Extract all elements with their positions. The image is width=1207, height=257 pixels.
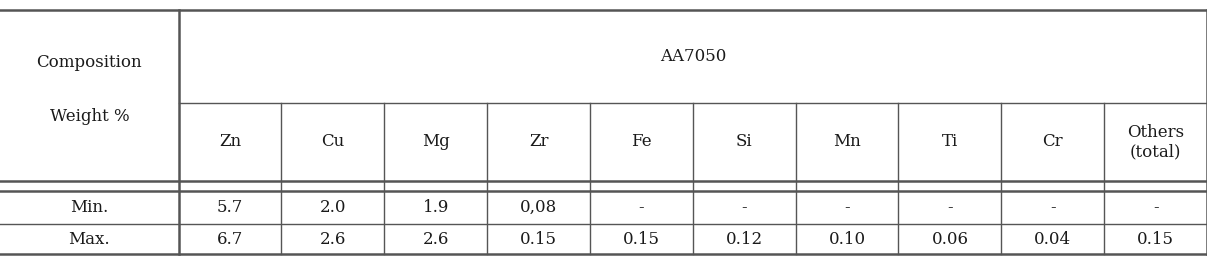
Text: Mn: Mn	[833, 133, 861, 151]
Text: Zr: Zr	[529, 133, 548, 151]
Text: Cr: Cr	[1043, 133, 1063, 151]
Text: -: -	[1153, 199, 1159, 216]
Text: 1.9: 1.9	[422, 199, 449, 216]
Text: Si: Si	[736, 133, 752, 151]
Text: 2.0: 2.0	[320, 199, 346, 216]
Text: 2.6: 2.6	[320, 231, 346, 247]
Text: 0.12: 0.12	[725, 231, 763, 247]
Text: Fe: Fe	[631, 133, 652, 151]
Text: Max.: Max.	[69, 231, 110, 247]
Text: -: -	[844, 199, 850, 216]
Text: Ti: Ti	[941, 133, 958, 151]
Text: -: -	[947, 199, 952, 216]
Text: 6.7: 6.7	[217, 231, 244, 247]
Text: Others
(total): Others (total)	[1127, 124, 1184, 160]
Text: Cu: Cu	[321, 133, 344, 151]
Text: 0.15: 0.15	[1137, 231, 1174, 247]
Text: Min.: Min.	[70, 199, 109, 216]
Text: Weight %: Weight %	[49, 108, 129, 125]
Text: 0.04: 0.04	[1034, 231, 1072, 247]
Text: -: -	[741, 199, 747, 216]
Text: Zn: Zn	[218, 133, 241, 151]
Text: 0.06: 0.06	[932, 231, 968, 247]
Text: -: -	[1050, 199, 1056, 216]
Text: 0.15: 0.15	[520, 231, 558, 247]
Text: AA7050: AA7050	[660, 48, 725, 65]
Text: 0,08: 0,08	[520, 199, 558, 216]
Text: 0.10: 0.10	[828, 231, 865, 247]
Text: 2.6: 2.6	[422, 231, 449, 247]
Text: Mg: Mg	[422, 133, 449, 151]
Text: 5.7: 5.7	[217, 199, 244, 216]
Text: -: -	[639, 199, 645, 216]
Text: Composition: Composition	[36, 54, 142, 71]
Text: 0.15: 0.15	[623, 231, 660, 247]
